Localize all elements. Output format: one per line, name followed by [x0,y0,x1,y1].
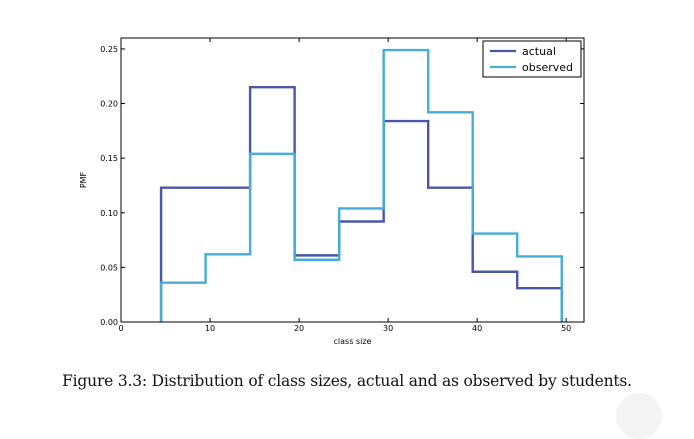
y-tick-label: 0.15 [100,154,118,163]
legend-label-actual: actual [522,45,556,58]
figure-caption: Figure 3.3: Distribution of class sizes,… [62,372,632,390]
class-size-chart: 0 10 20 30 40 50 0.00 0.05 0.10 0.15 0.20 0.25 clas… [79,37,585,346]
corner-decoration [616,393,662,439]
x-tick-label: 50 [561,324,571,333]
series-layer [159,48,563,322]
y-tick-label: 0.25 [100,45,118,54]
x-tick-label: 30 [383,324,393,333]
series-line-observed [159,48,563,322]
ticks-layer: 0 10 20 30 40 50 0.00 0.05 0.10 0.15 0.20 0.25 [100,38,584,333]
y-tick-label: 0.10 [100,209,118,218]
x-axis-label: class size [334,337,372,346]
y-axis-label: PMF [79,171,88,188]
x-tick-label: 0 [118,324,123,333]
series-line-actual [159,85,563,322]
legend-label-observed: observed [522,61,573,74]
x-tick-label: 40 [472,324,482,333]
legend: actual observed [482,40,582,78]
y-tick-label: 0.05 [100,263,118,272]
y-tick-label: 0.00 [100,318,118,327]
legend-box [482,40,582,78]
y-tick-label: 0.20 [100,100,118,109]
plot-frame [120,37,585,323]
x-tick-label: 10 [205,324,215,333]
x-tick-label: 20 [294,324,304,333]
